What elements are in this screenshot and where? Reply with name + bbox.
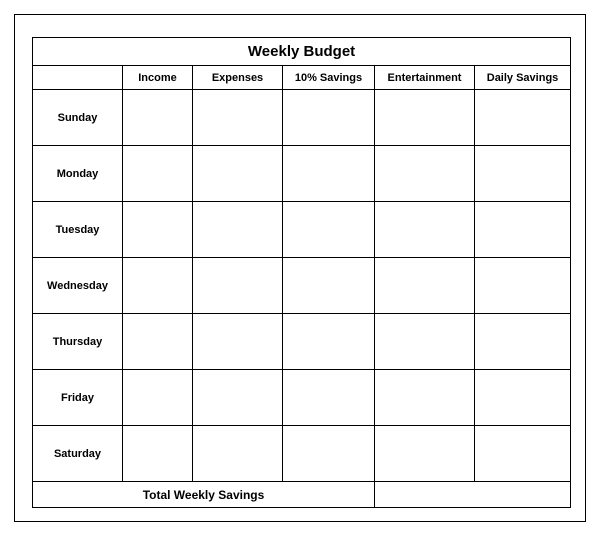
cell xyxy=(193,146,283,202)
cell xyxy=(123,202,193,258)
cell xyxy=(193,90,283,146)
table-row: Wednesday xyxy=(33,258,571,314)
cell xyxy=(123,314,193,370)
col-header-entertainment: Entertainment xyxy=(375,66,475,90)
cell xyxy=(375,202,475,258)
row-label-saturday: Saturday xyxy=(33,426,123,482)
table-row: Sunday xyxy=(33,90,571,146)
cell xyxy=(123,258,193,314)
col-header-daily-savings: Daily Savings xyxy=(475,66,571,90)
cell xyxy=(475,370,571,426)
row-label-monday: Monday xyxy=(33,146,123,202)
cell xyxy=(123,370,193,426)
weekly-budget-table: Weekly Budget Income Expenses 10% Saving… xyxy=(32,37,571,508)
row-label-thursday: Thursday xyxy=(33,314,123,370)
row-label-wednesday: Wednesday xyxy=(33,258,123,314)
cell xyxy=(475,146,571,202)
cell xyxy=(475,202,571,258)
row-label-tuesday: Tuesday xyxy=(33,202,123,258)
cell xyxy=(193,202,283,258)
header-row: Income Expenses 10% Savings Entertainmen… xyxy=(33,66,571,90)
col-header-expenses: Expenses xyxy=(193,66,283,90)
table-row: Friday xyxy=(33,370,571,426)
cell xyxy=(375,146,475,202)
table-title: Weekly Budget xyxy=(33,38,571,66)
outer-frame: Weekly Budget Income Expenses 10% Saving… xyxy=(14,14,586,522)
col-header-savings10: 10% Savings xyxy=(283,66,375,90)
cell xyxy=(375,370,475,426)
cell xyxy=(193,426,283,482)
cell xyxy=(193,370,283,426)
cell xyxy=(283,314,375,370)
table-row: Thursday xyxy=(33,314,571,370)
cell xyxy=(475,314,571,370)
cell xyxy=(283,258,375,314)
cell xyxy=(283,202,375,258)
cell xyxy=(283,426,375,482)
cell xyxy=(375,258,475,314)
title-row: Weekly Budget xyxy=(33,38,571,66)
cell xyxy=(283,370,375,426)
row-label-sunday: Sunday xyxy=(33,90,123,146)
cell xyxy=(475,90,571,146)
cell xyxy=(375,90,475,146)
cell xyxy=(375,314,475,370)
cell xyxy=(193,314,283,370)
col-header-blank xyxy=(33,66,123,90)
cell xyxy=(375,426,475,482)
table-row: Tuesday xyxy=(33,202,571,258)
footer-row: Total Weekly Savings xyxy=(33,482,571,508)
row-label-friday: Friday xyxy=(33,370,123,426)
table-row: Monday xyxy=(33,146,571,202)
footer-label: Total Weekly Savings xyxy=(33,482,375,508)
cell xyxy=(475,258,571,314)
cell xyxy=(283,90,375,146)
table-row: Saturday xyxy=(33,426,571,482)
cell xyxy=(123,146,193,202)
cell xyxy=(283,146,375,202)
cell xyxy=(123,426,193,482)
cell xyxy=(193,258,283,314)
col-header-income: Income xyxy=(123,66,193,90)
cell xyxy=(475,426,571,482)
footer-value xyxy=(375,482,571,508)
cell xyxy=(123,90,193,146)
